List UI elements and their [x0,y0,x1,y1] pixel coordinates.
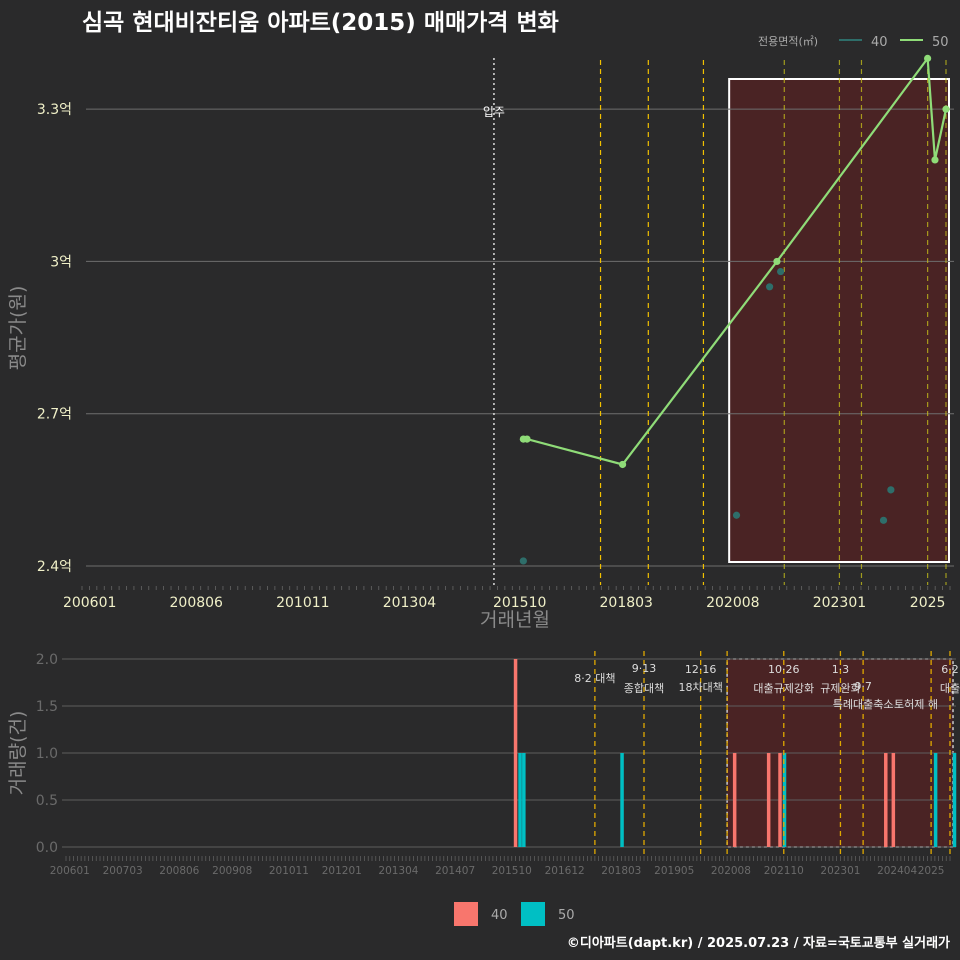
volume-x-tick-label: 201612 [545,865,585,877]
policy-annotation-text: 특례대출축소 [833,698,894,711]
legend-title: 전용면적(㎡) [758,35,818,48]
volume-bar-50 [952,753,957,847]
price-y-axis-label: 평균가(원) [7,286,29,371]
price-policy-lines: 입주 [483,58,947,585]
volume-bar-40 [884,753,888,847]
policy-annotation-text: 8·2 대책 [574,672,615,685]
volume-y-tick-label: 1.0 [36,746,58,762]
volume-bars [513,659,957,847]
policy-annotation-text: 대출 [940,682,960,695]
series-40-point [519,557,527,565]
move-in-label: 입주 [483,105,505,119]
policy-annotation-text: 12·16 [685,663,717,676]
volume-bar-50 [782,753,787,847]
price-axes: 2.4억 2.7억 3억 3.3억 200601 200806 201011 201304 20… [37,102,951,611]
legend-50-label: 50 [932,35,949,50]
price-x-tick-label: 2025 [910,595,946,611]
price-series [519,54,950,565]
volume-x-tick-label: 201011 [269,865,309,877]
volume-x-tick-label: 202008 [711,865,751,877]
price-x-tick-label: 200806 [170,595,224,611]
legend-40-key [454,902,478,926]
volume-y-tick-label: 0.5 [36,793,58,809]
policy-annotation-text: 18차대책 [678,681,722,694]
volume-legend-50-label: 50 [558,908,575,923]
series-40-point [777,267,785,276]
price-legend: 전용면적(㎡) 40 50 [758,35,949,50]
price-x-tick-label: 201510 [493,595,546,611]
volume-x-tick-label: 202404 [877,865,917,877]
price-y-tick-label: 2.7억 [37,407,72,423]
series-50-point [942,105,950,113]
volume-x-tick-label: 201905 [654,865,694,877]
policy-annotation-text: 대출규제강화 [753,682,814,695]
series-50-point [523,435,531,443]
series-40-point [887,486,895,494]
policy-annotation-text: 9·7 [854,680,872,693]
volume-bar-50 [522,753,526,847]
volume-y-tick-label: 2.0 [36,652,58,668]
policy-annotation-text: 종합대책 [624,682,664,695]
volume-x-tick-label: 200601 [50,865,90,877]
policy-annotation-text: 규제완화 [820,682,860,695]
legend-50-key [521,902,545,926]
volume-x-tick-label: 200908 [212,865,252,877]
policy-annotations: 8·2 대책 9·13 종합대책 12·16 18차대책 10·26 대출규제강화 1·3 규제… [574,662,960,711]
volume-x-tick-label: 201803 [601,865,641,877]
price-y-tick-label: 3.3억 [37,102,72,118]
volume-y-axis-label: 거래량(건) [7,711,29,796]
policy-annotation-text: 1·3 [832,663,850,676]
price-x-axis-label: 거래년월 [480,609,550,631]
series-50-point [924,54,932,62]
volume-x-tick-label: 201407 [435,865,475,877]
price-y-tick-label: 3억 [50,254,72,270]
volume-policy-lines [594,651,951,857]
policy-annotation-text: 6·2 [941,663,959,676]
volume-x-tick-label: 201510 [492,865,532,877]
volume-x-tick-label: 200703 [103,865,143,877]
volume-bar-40 [513,659,518,847]
volume-x-tick-label: 201304 [378,865,418,877]
volume-y-tick-label: 1.5 [36,699,58,715]
volume-bar-50 [518,753,522,847]
volume-bar-40 [778,753,782,847]
price-x-tick-label: 201803 [600,595,653,611]
price-x-tick-label: 202301 [813,595,866,611]
volume-bar-40 [766,753,771,847]
price-x-tick-label: 202008 [706,595,759,611]
series-50-point [618,460,627,469]
volume-x-tick-label: 200806 [159,865,199,877]
volume-legend-40-label: 40 [491,908,508,923]
volume-x-tick-label: 202301 [820,865,860,877]
volume-bar-50 [620,753,624,847]
price-x-tick-label: 201304 [383,595,437,611]
policy-annotation-text: 토허제 해 [894,697,938,711]
volume-x-tick-label: 2025 [918,865,945,877]
volume-x-tick-label: 202110 [764,865,804,877]
volume-bar-40 [732,753,737,847]
volume-bar-50 [933,753,938,847]
policy-annotation-text: 9·13 [632,662,657,675]
series-50-point [773,257,781,266]
series-40-point [732,511,741,519]
volume-axes: 0.0 0.5 1.0 1.5 2.0 200601 200703 200806 200908 2… [36,652,951,877]
series-40-point [765,283,774,291]
series-40-point [879,516,888,524]
legend-40-label: 40 [871,35,888,50]
chart-title: 심곡 현대비잔티움 아파트(2015) 매매가격 변화 [82,10,559,36]
volume-y-tick-label: 0.0 [36,840,58,856]
volume-legend: 40 50 [454,902,575,926]
price-gridlines [86,108,954,567]
price-x-tick-label: 200601 [63,595,116,611]
series-50-point [931,156,939,164]
policy-annotation-text: 10·26 [768,663,800,676]
price-x-tick-label: 201011 [276,595,329,611]
volume-x-tick-label: 201201 [322,865,362,877]
source-caption: ©디아파트(dapt.kr) / 2025.07.23 / 자료=국토교통부 실… [567,935,950,951]
volume-gridlines [62,658,956,848]
price-y-tick-label: 2.4억 [37,559,72,575]
volume-bar-40 [891,753,896,847]
